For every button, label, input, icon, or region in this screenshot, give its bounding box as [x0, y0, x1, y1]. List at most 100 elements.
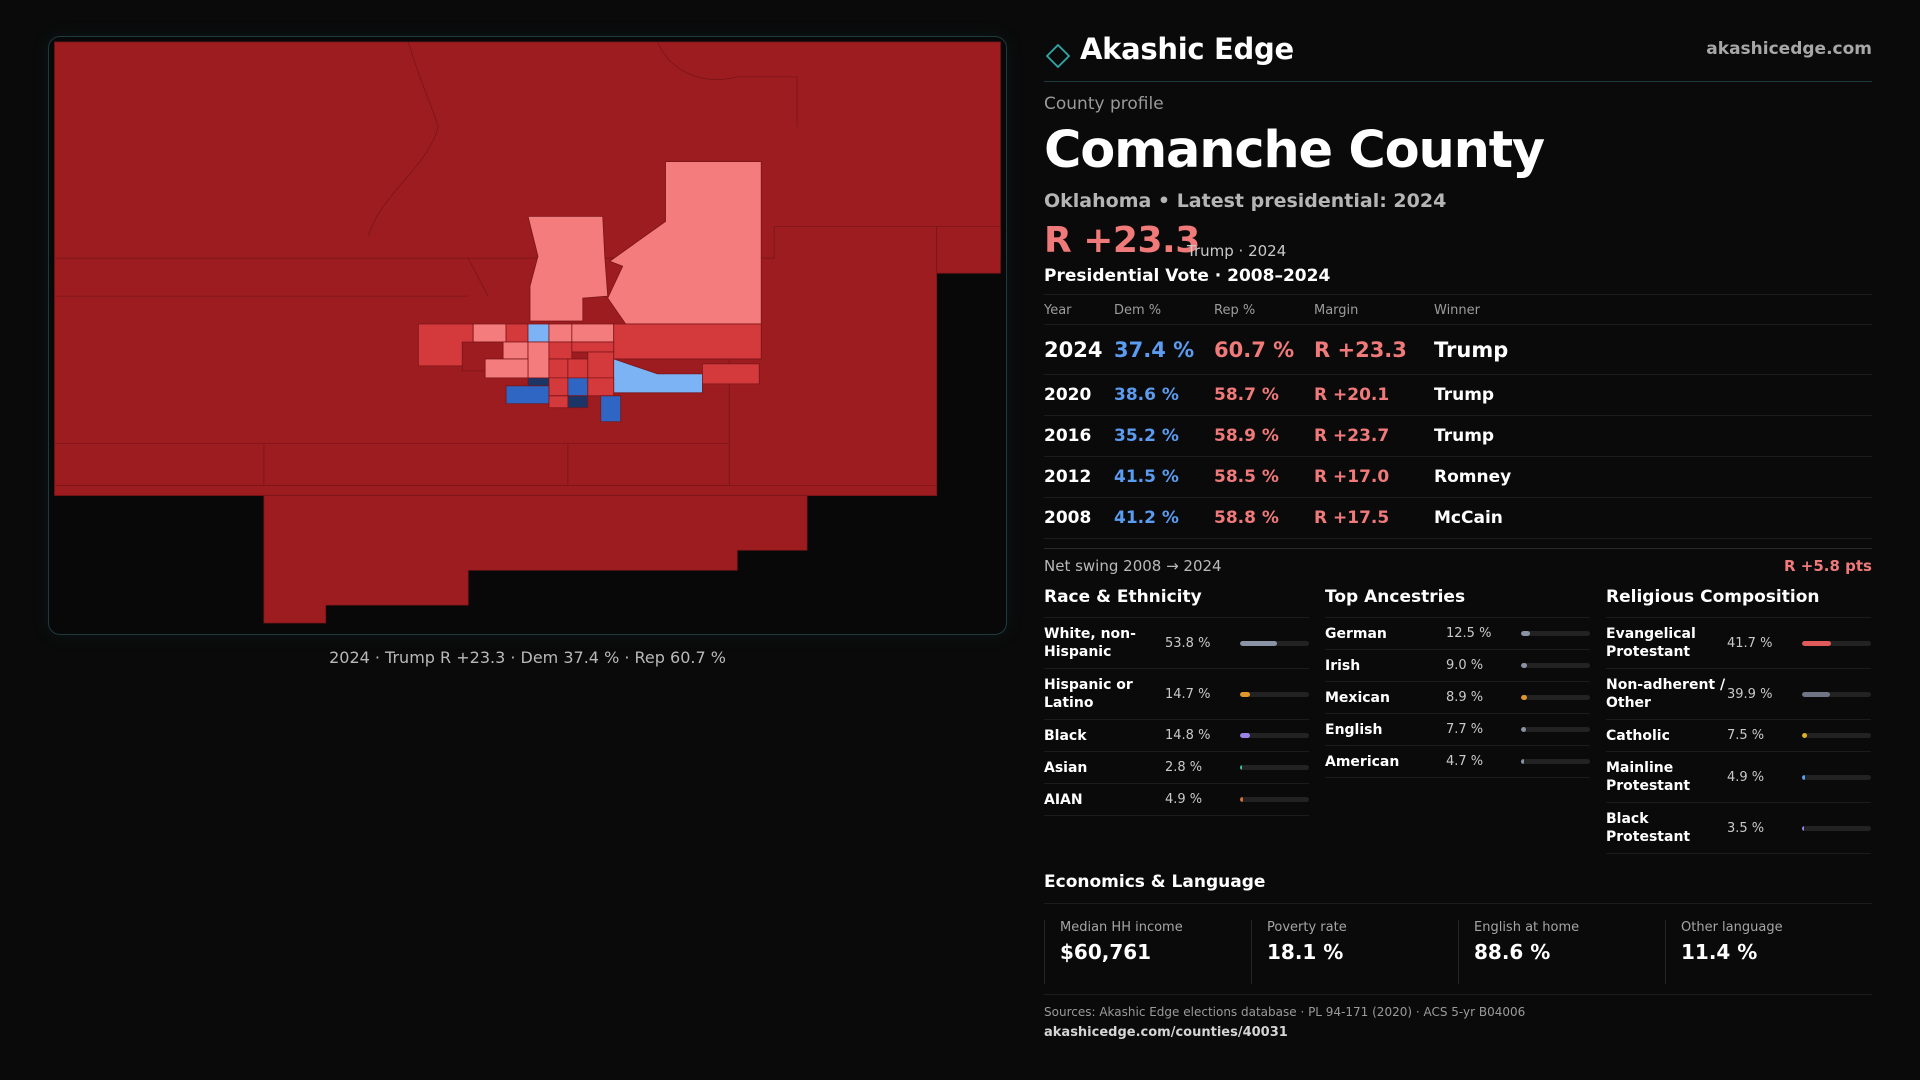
item-value: 9.0 % [1446, 658, 1484, 673]
share-bar [1521, 695, 1590, 700]
net-swing-label: Net swing 2008 → 2024 [1044, 557, 1222, 575]
race-ethnicity-list: White, non-Hispanic 53.8 % Hispanic or Lat… [1044, 618, 1309, 816]
vote-table-title: Presidential Vote · 2008–2024 [1044, 266, 1331, 286]
economics-title: Economics & Language [1044, 872, 1872, 904]
precinct-shape[interactable] [548, 395, 569, 409]
row-winner: Trump [1434, 415, 1872, 457]
share-bar [1240, 797, 1309, 802]
precinct-shape[interactable] [600, 395, 622, 423]
share-bar [1240, 691, 1309, 697]
item-value: 39.9 % [1727, 686, 1773, 702]
table-header-row: Year Dem % Rep % Margin Winner [1044, 294, 1872, 325]
precinct-shape[interactable] [505, 323, 529, 343]
econ-label: English at home [1474, 920, 1580, 935]
net-swing-value: R +5.8 pts [1784, 557, 1872, 575]
econ-label: Median HH income [1060, 920, 1183, 935]
share-bar-fill [1802, 774, 1806, 780]
list-item: Black Protestant 3.5 % [1606, 803, 1871, 854]
item-value: 4.7 % [1446, 754, 1484, 769]
profile-eyebrow: County profile [1044, 94, 1164, 114]
precinct-shape[interactable] [548, 323, 573, 343]
precinct-shape[interactable] [567, 395, 589, 409]
row-rep: 58.8 % [1214, 497, 1314, 539]
precinct-shape[interactable] [567, 377, 589, 397]
precinct-shape[interactable] [587, 377, 615, 397]
item-label: American [1325, 753, 1400, 770]
share-bar-fill [1521, 727, 1527, 732]
precinct-shape[interactable] [613, 323, 762, 360]
item-label: Black Protestant [1606, 811, 1691, 845]
share-bar [1802, 640, 1871, 646]
precinct-shape[interactable] [472, 323, 507, 343]
precinct-shape[interactable] [548, 358, 569, 379]
county-permalink[interactable]: akashicedge.com/counties/40031 [1044, 1025, 1288, 1040]
econ-label: Poverty rate [1267, 920, 1347, 935]
precinct-shape[interactable] [527, 216, 609, 322]
col-margin: Margin [1314, 294, 1434, 325]
top-ancestries-section: Top Ancestries German 12.5 % Irish 9.0 % Mex… [1325, 587, 1590, 854]
race-ethnicity-title: Race & Ethnicity [1044, 587, 1309, 618]
religious-composition-title: Religious Composition [1606, 587, 1871, 618]
item-label: Asian [1044, 759, 1088, 776]
list-item: Hispanic or Latino 14.7 % [1044, 669, 1309, 720]
item-value: 7.5 % [1727, 728, 1765, 743]
item-value: 7.7 % [1446, 722, 1484, 737]
precinct-shape[interactable] [567, 358, 589, 379]
share-bar-fill [1240, 691, 1251, 697]
precinct-map-svg [54, 41, 1001, 624]
precinct-shape[interactable] [263, 495, 808, 624]
row-margin: R +17.0 [1314, 456, 1434, 498]
item-label: Catholic [1606, 727, 1670, 744]
row-dem: 41.5 % [1114, 456, 1214, 498]
item-value: 14.7 % [1165, 686, 1211, 702]
list-item: Irish 9.0 % [1325, 650, 1590, 682]
precinct-shape[interactable] [54, 41, 1001, 259]
share-bar-fill [1802, 691, 1830, 697]
precinct-shape[interactable] [527, 341, 550, 379]
precinct-shape[interactable] [484, 358, 529, 379]
row-winner: McCain [1434, 497, 1872, 539]
econ-value: 11.4 % [1681, 940, 1758, 964]
row-dem: 37.4 % [1114, 324, 1214, 375]
net-swing-row: Net swing 2008 → 2024 R +5.8 pts [1044, 548, 1872, 578]
econ-cell-english: English at home 88.6 % [1458, 920, 1665, 984]
brand-url-link[interactable]: akashicedge.com [1706, 39, 1872, 59]
precinct-shape[interactable] [936, 225, 1001, 274]
list-item: American 4.7 % [1325, 746, 1590, 778]
econ-cell-other-language: Other language 11.4 % [1665, 920, 1872, 984]
share-bar [1802, 774, 1871, 780]
table-row: 2016 35.2 % 58.9 % R +23.7 Trump [1044, 415, 1872, 457]
county-map[interactable] [48, 36, 1007, 635]
precinct-shape[interactable] [587, 351, 615, 379]
precinct-shape[interactable] [502, 341, 529, 360]
race-ethnicity-section: Race & Ethnicity White, non-Hispanic 53.8… [1044, 587, 1309, 854]
share-bar-fill [1521, 759, 1525, 764]
row-rep: 58.9 % [1214, 415, 1314, 457]
share-bar [1240, 765, 1309, 770]
row-year: 2016 [1044, 415, 1114, 457]
precinct-shape[interactable] [527, 323, 550, 343]
list-item: German 12.5 % [1325, 618, 1590, 650]
row-year: 2020 [1044, 374, 1114, 416]
list-item: AIAN 4.9 % [1044, 784, 1309, 816]
econ-value: $60,761 [1060, 940, 1152, 964]
precinct-shape[interactable] [54, 485, 938, 496]
row-dem: 38.6 % [1114, 374, 1214, 416]
precinct-shape[interactable] [548, 377, 569, 397]
share-bar [1802, 733, 1871, 738]
share-bar-fill [1521, 695, 1528, 700]
precinct-shape[interactable] [571, 341, 615, 353]
precinct-shape[interactable] [548, 341, 573, 360]
item-label: Hispanic or Latino [1044, 677, 1133, 711]
row-margin: R +17.5 [1314, 497, 1434, 539]
econ-cell-poverty: Poverty rate 18.1 % [1251, 920, 1458, 984]
religious-composition-section: Religious Composition Evangelical Protes… [1606, 587, 1871, 854]
col-rep: Rep % [1214, 294, 1314, 325]
share-bar-fill [1802, 640, 1831, 646]
precinct-shape[interactable] [505, 385, 550, 405]
precinct-shape[interactable] [571, 323, 615, 343]
precinct-boundary [467, 258, 489, 297]
row-winner: Romney [1434, 456, 1872, 498]
precinct-boundary [657, 41, 738, 80]
precinct-shape[interactable] [702, 363, 760, 385]
